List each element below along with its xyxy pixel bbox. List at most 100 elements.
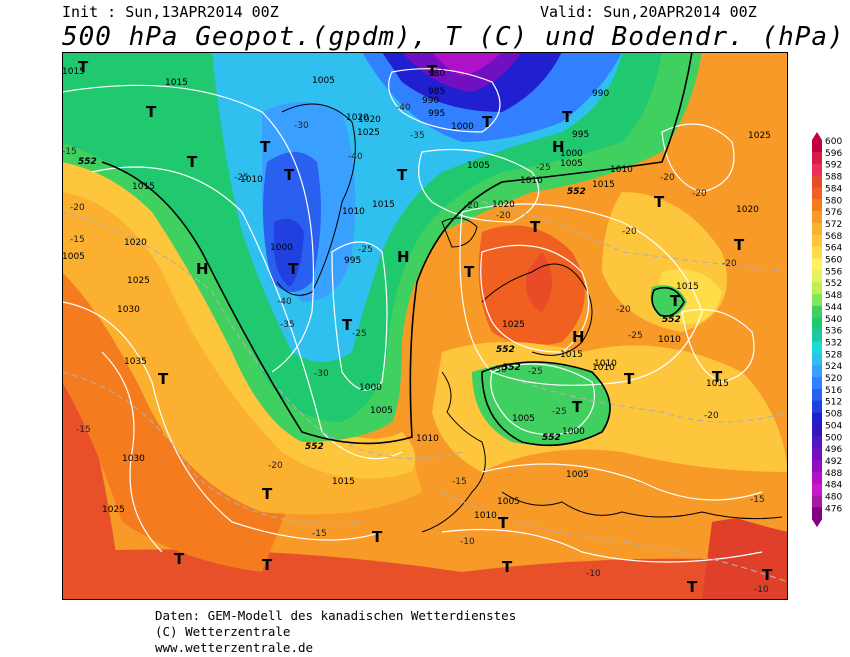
temp-label: -40 [277,297,292,307]
temp-label: -20 [70,203,85,213]
isobar-label: 1000 [270,243,293,253]
legend-label: 508 [825,410,842,420]
isobar-label: 1000 [359,383,382,393]
temp-label: -15 [76,425,91,435]
isotherms [62,201,788,583]
legend-swatch [812,211,822,224]
legend-label: 476 [825,504,842,514]
legend-label: 568 [825,232,842,242]
geopot-label: 552 [662,315,681,325]
legend-label: 596 [825,149,842,159]
map-fields [62,52,788,600]
low-marker: T [530,218,541,236]
legend-arrow-bottom [812,519,822,528]
geopot-label: 552 [567,187,586,197]
legend-swatch [812,341,822,354]
isobar-7 [459,203,703,386]
isobar-10 [388,68,501,133]
isobar-label: 1005 [62,252,85,262]
isobar-label: 1010 [520,176,543,186]
legend-swatch [812,424,822,437]
isobar-label: 1010 [594,359,617,369]
legend-label: 588 [825,173,842,183]
temp-label: -25 [628,331,643,341]
legend-swatch [812,329,822,342]
temp-label: -20 [660,173,675,183]
temp-label: -20 [464,201,479,211]
low-marker: T [502,558,513,576]
low-marker: T [260,138,271,156]
isobar-1 [62,84,315,373]
isobar-label: 1005 [566,470,589,480]
isotherm-3 [481,201,788,273]
legend-swatch [812,495,822,508]
legend-label: 528 [825,350,842,360]
low-marker: T [372,528,383,546]
isobar-labels: 1015 1015 1010 1020 1025 1005 1015 1030 … [62,67,771,521]
legend-swatch [812,377,822,390]
temp-label: -15 [70,235,85,245]
isotherm-4 [521,381,788,423]
temp-label: -20 [268,461,283,471]
isobar-label: 1020 [124,238,147,248]
temp-label: -10 [754,585,769,595]
legend-swatch [812,234,822,247]
legend-label: 492 [825,457,842,467]
isobar-label: 1005 [370,406,393,416]
isotherm-2 [62,371,363,524]
isobar-label: 990 [422,96,439,106]
low-marker: T [498,514,509,532]
legend-swatch [812,282,822,295]
isobar-8 [490,363,596,436]
isobar-label: 1015 [132,182,155,192]
isobar-11 [418,148,540,223]
map-frame [62,52,788,600]
legend-label: 540 [825,315,842,325]
temp-label: -40 [396,103,411,113]
high-marker: H [196,260,209,278]
legend-label: 500 [825,433,842,443]
isobar-label: 1015 [62,67,85,77]
low-marker: T [174,550,185,568]
isotherm-1 [62,211,463,460]
isobar-label: 990 [592,89,609,99]
field-ridge-core [526,252,552,312]
legend-label: 496 [825,445,842,455]
isotherm-5 [441,491,788,583]
init-time: Init : Sun,13APR2014 00Z [62,3,279,21]
contour-552-cutoff [481,361,611,447]
low-marker: T [342,316,353,334]
temp-label: -25 [536,163,551,173]
low-marker: T [624,370,635,388]
isobar-label: 1015 [372,200,395,210]
isobar-label: 1015 [560,350,583,360]
temp-label: -35 [410,131,425,141]
contour-552-east [651,286,685,317]
geopot-label: 552 [305,442,324,452]
low-marker: T [187,153,198,171]
legend-label: 580 [825,196,842,206]
legend-swatch [812,412,822,425]
legend-swatch [812,294,822,307]
legend-swatch [812,471,822,484]
isobar-label: 1030 [117,305,140,315]
legend-swatch [812,199,822,212]
legend-swatch [812,151,822,164]
legend-label: 552 [825,279,842,289]
low-marker: T [464,263,475,281]
field-yelloworange-west [62,182,422,515]
low-marker: T [284,166,295,184]
geopot-labels: 552 552 552 552 552 552 552 [78,157,681,452]
legend-swatch [812,317,822,330]
legend-swatch [812,353,822,366]
isobar-3 [62,301,383,541]
high-marker: H [397,248,410,266]
isobar-label: 980 [428,69,445,79]
geopot-label: 552 [542,433,561,443]
valid-time: Valid: Sun,20APR2014 00Z [540,3,757,21]
temp-label: -35 [280,320,295,330]
temp-label: -15 [62,147,77,157]
legend-swatch [812,483,822,496]
pressure-centers: H H H H T T T T T T T T T T T T T T T T … [78,58,773,596]
